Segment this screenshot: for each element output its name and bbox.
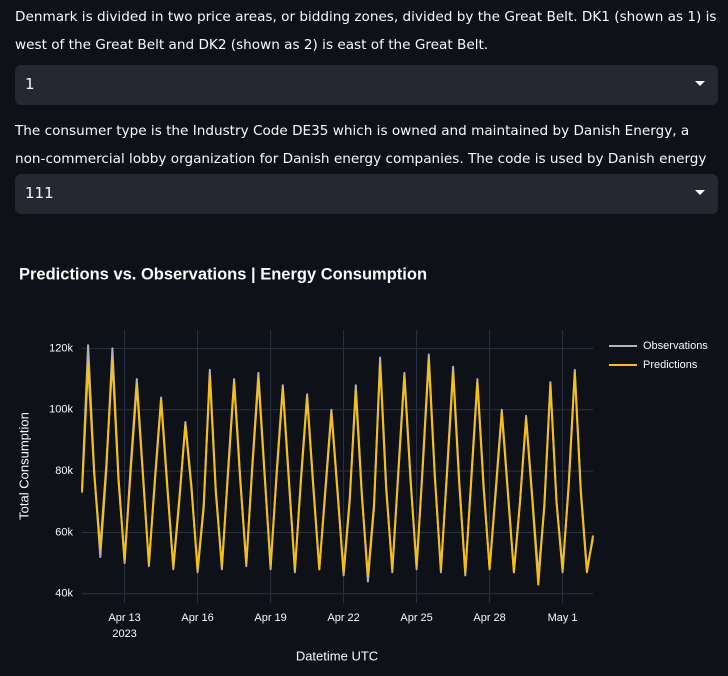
zone-select[interactable]: 1 bbox=[15, 65, 718, 105]
x-axis-title: Datetime UTC bbox=[296, 648, 378, 663]
x-tick-label: Apr 19 bbox=[254, 612, 286, 624]
y-tick-label: 100k bbox=[49, 404, 73, 416]
x-tick-label: Apr 16 bbox=[181, 612, 213, 624]
x-tick-label: May 1 bbox=[548, 612, 578, 624]
consumer-select[interactable]: 111 bbox=[15, 174, 718, 214]
chart-title: Predictions vs. Observations | Energy Co… bbox=[19, 265, 427, 283]
y-tick-label: 60k bbox=[55, 526, 73, 538]
y-tick-label: 80k bbox=[55, 465, 73, 477]
legend-label: Predictions bbox=[643, 359, 698, 371]
legend-label: Observations bbox=[643, 340, 708, 352]
series-line bbox=[81, 359, 594, 586]
chevron bbox=[695, 81, 705, 86]
x-tick-label: Apr 25 bbox=[400, 612, 432, 624]
x-tick-year: 2023 bbox=[112, 628, 136, 640]
zone-select-value: 1 bbox=[25, 75, 35, 93]
y-tick-label: 120k bbox=[49, 342, 73, 354]
x-tick-label: Apr 13 bbox=[108, 612, 140, 624]
x-tick-label: Apr 28 bbox=[473, 612, 505, 624]
consumer-select-value: 111 bbox=[25, 184, 54, 202]
x-tick-label: Apr 22 bbox=[327, 612, 359, 624]
chevron bbox=[695, 190, 705, 195]
chart: Predictions vs. Observations | Energy Co… bbox=[16, 265, 708, 663]
y-axis-title: Total Consumption bbox=[16, 412, 31, 520]
y-tick-label: 40k bbox=[55, 588, 73, 600]
zone-text: Denmark is divided in two price areas, o… bbox=[15, 9, 717, 53]
